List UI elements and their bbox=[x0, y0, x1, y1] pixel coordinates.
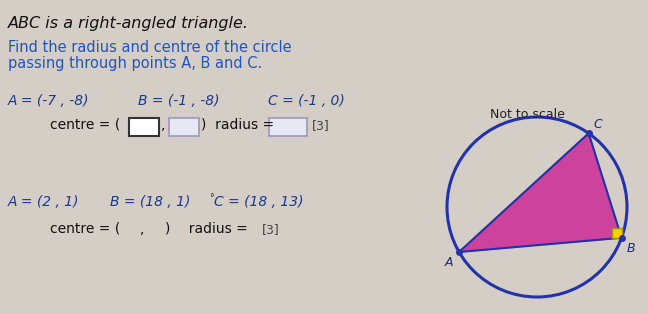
Polygon shape bbox=[459, 133, 621, 252]
FancyBboxPatch shape bbox=[169, 118, 199, 136]
Text: ,: , bbox=[140, 222, 145, 236]
Text: ,: , bbox=[161, 118, 165, 132]
FancyBboxPatch shape bbox=[269, 118, 307, 136]
Text: °: ° bbox=[209, 193, 214, 203]
Text: A: A bbox=[445, 256, 453, 269]
Text: B = (18 , 1): B = (18 , 1) bbox=[110, 195, 191, 209]
Text: B = (-1 , -8): B = (-1 , -8) bbox=[138, 94, 220, 108]
Bar bbox=[612, 228, 621, 238]
Text: centre = (: centre = ( bbox=[50, 118, 121, 132]
Text: passing through points A, B and C.: passing through points A, B and C. bbox=[8, 56, 262, 71]
Text: )  radius =: ) radius = bbox=[201, 118, 274, 132]
Text: [3]: [3] bbox=[262, 224, 280, 236]
Text: radius =: radius = bbox=[180, 222, 248, 236]
Text: centre = (: centre = ( bbox=[50, 222, 121, 236]
Text: C = (18 , 13): C = (18 , 13) bbox=[214, 195, 303, 209]
Text: ABC is a right-angled triangle.: ABC is a right-angled triangle. bbox=[8, 16, 249, 31]
FancyBboxPatch shape bbox=[129, 118, 159, 136]
Text: Not to scale: Not to scale bbox=[490, 108, 565, 121]
Text: [3]: [3] bbox=[312, 120, 330, 133]
Text: ): ) bbox=[165, 222, 170, 236]
Text: A = (2 , 1): A = (2 , 1) bbox=[8, 195, 80, 209]
Text: C: C bbox=[594, 118, 603, 131]
Text: B: B bbox=[627, 242, 635, 255]
Text: Find the radius and centre of the circle: Find the radius and centre of the circle bbox=[8, 40, 292, 55]
Text: C = (-1 , 0): C = (-1 , 0) bbox=[268, 94, 345, 108]
Text: A = (-7 , -8): A = (-7 , -8) bbox=[8, 94, 89, 108]
